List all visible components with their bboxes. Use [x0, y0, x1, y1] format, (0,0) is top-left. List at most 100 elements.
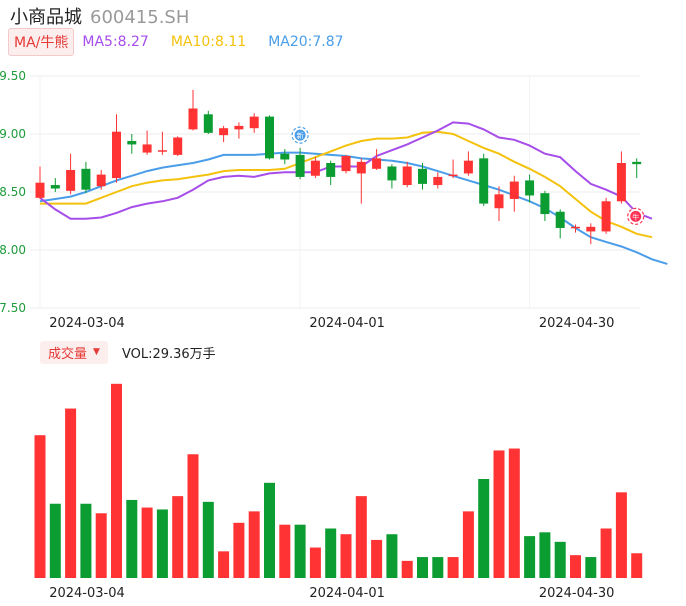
ma-legend: MA/牛熊 MA5:8.27 MA10:8.11 MA20:7.87	[8, 28, 344, 56]
candle-body	[35, 182, 45, 198]
candle-body	[555, 211, 565, 228]
volume-bar	[187, 454, 199, 578]
volume-bar	[631, 553, 643, 578]
volume-bar	[309, 547, 321, 578]
candle-body	[203, 114, 213, 133]
candle-body	[479, 158, 489, 204]
candle-body	[525, 180, 535, 196]
candle-body	[142, 144, 152, 153]
volume-bar	[355, 496, 367, 578]
candle-body	[81, 168, 91, 190]
candle-body	[494, 194, 504, 209]
new-marker-label: 新	[297, 131, 304, 140]
volume-bar	[615, 492, 627, 578]
ma20-legend: MA20:7.87	[268, 34, 344, 50]
volume-bar	[172, 496, 184, 578]
volume-bar	[417, 557, 428, 578]
volume-bar	[202, 501, 214, 578]
candle-body	[326, 163, 336, 177]
volume-bar	[49, 503, 61, 578]
volume-bar	[111, 383, 122, 578]
ma10-line	[40, 130, 653, 239]
candle-body	[372, 158, 382, 169]
x-tick-label: 2024-04-01	[309, 316, 385, 331]
volume-bar	[264, 482, 275, 578]
x-tick-label: 2024-04-30	[539, 316, 615, 331]
price-chart[interactable]: 9.50 9.00 8.50 8.00 7.50 2024-03-04 2024-04-01…	[0, 0, 686, 335]
candle-body	[387, 166, 397, 181]
candle-body	[157, 150, 167, 152]
candle-body	[127, 140, 137, 145]
candle-body	[586, 226, 596, 232]
volume-bar	[585, 557, 597, 578]
candle-body	[540, 193, 550, 215]
title-row: 小商品城 600415.SH	[10, 3, 189, 29]
caret-down-icon: ▼	[93, 347, 100, 357]
volume-bar	[141, 507, 153, 578]
volume-bar	[233, 522, 245, 578]
volume-value: VOL:29.36万手	[121, 346, 216, 362]
volume-bar	[95, 513, 107, 578]
candle-body	[463, 160, 473, 174]
volume-bar	[462, 511, 474, 578]
candle-body	[571, 226, 580, 229]
candle-body	[616, 163, 626, 202]
volume-selector-label: 成交量	[48, 346, 88, 362]
volume-x-tick-label: 2024-04-30	[539, 586, 615, 601]
volume-x-tick-label: 2024-04-01	[309, 586, 385, 601]
candle-body	[418, 168, 427, 184]
stock-name: 小商品城	[10, 7, 82, 28]
y-tick-label: 8.00	[0, 243, 26, 257]
volume-bar	[279, 524, 291, 578]
volume-bar	[401, 560, 413, 578]
candle-body	[433, 176, 443, 186]
candle-body	[310, 160, 320, 176]
volume-legend: 成交量 ▼ VOL:29.36万手	[40, 340, 216, 364]
candle-body	[280, 153, 290, 160]
new-marker-dot	[294, 129, 306, 141]
y-tick-label: 9.00	[0, 127, 26, 141]
indicator-selector-button[interactable]: MA/牛熊	[8, 28, 75, 56]
candle-body	[173, 137, 183, 155]
candle-body	[249, 116, 259, 129]
volume-bar	[294, 524, 306, 578]
volume-bar	[80, 503, 92, 578]
volume-bar	[508, 448, 520, 578]
volume-selector-button[interactable]: 成交量 ▼	[40, 340, 108, 364]
volume-bar	[371, 539, 383, 578]
volume-bar	[325, 528, 337, 578]
volume-bar	[539, 532, 551, 578]
candle-body	[341, 156, 351, 172]
volume-bar	[34, 435, 46, 578]
volume-bar	[478, 479, 490, 578]
volume-bar	[340, 534, 352, 578]
candle-body	[219, 128, 229, 136]
ma10-legend: MA10:8.11	[170, 34, 247, 50]
volume-bar	[218, 551, 230, 578]
volume-bar	[493, 450, 505, 578]
volume-bar	[447, 557, 459, 578]
candle-body	[295, 154, 305, 177]
ma5-legend: MA5:8.27	[82, 34, 149, 50]
y-tick-label: 8.50	[0, 185, 26, 199]
candle-body	[402, 166, 412, 186]
candle-body	[356, 161, 366, 174]
volume-bar	[65, 408, 77, 578]
volume-bar	[432, 557, 444, 578]
stock-code: 600415.SH	[90, 7, 190, 28]
candle-body	[96, 174, 106, 187]
candle-body	[112, 131, 121, 179]
candle-body	[188, 108, 198, 130]
volume-bar	[524, 536, 536, 578]
candle-body	[234, 125, 244, 130]
volume-bar	[248, 511, 260, 578]
y-tick-label: 7.50	[0, 301, 26, 315]
bull-marker-dot	[630, 210, 642, 222]
volume-bar	[386, 534, 398, 578]
candle-body	[265, 116, 274, 159]
candle-body	[50, 185, 60, 189]
volume-bar	[126, 499, 138, 578]
volume-bar	[554, 541, 566, 578]
candle-body	[448, 174, 458, 177]
volume-bar	[570, 555, 581, 578]
